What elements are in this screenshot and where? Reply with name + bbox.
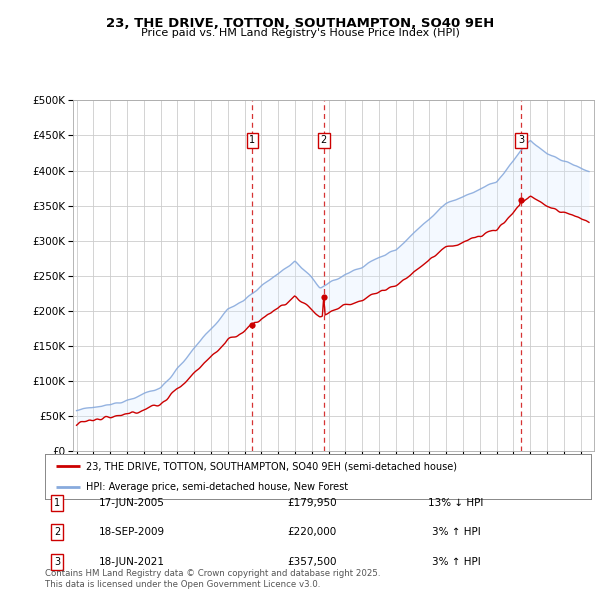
Text: HPI: Average price, semi-detached house, New Forest: HPI: Average price, semi-detached house,… (86, 481, 348, 491)
Text: 2: 2 (54, 527, 60, 537)
Text: 3: 3 (54, 557, 60, 566)
Text: £220,000: £220,000 (287, 527, 337, 537)
Text: Price paid vs. HM Land Registry's House Price Index (HPI): Price paid vs. HM Land Registry's House … (140, 28, 460, 38)
Text: 2: 2 (321, 135, 327, 145)
Text: £357,500: £357,500 (287, 557, 337, 566)
Text: 13% ↓ HPI: 13% ↓ HPI (428, 498, 484, 507)
Text: 3% ↑ HPI: 3% ↑ HPI (431, 527, 481, 537)
Text: 23, THE DRIVE, TOTTON, SOUTHAMPTON, SO40 9EH: 23, THE DRIVE, TOTTON, SOUTHAMPTON, SO40… (106, 17, 494, 30)
Text: 1: 1 (249, 135, 256, 145)
Text: 17-JUN-2005: 17-JUN-2005 (99, 498, 165, 507)
Text: 3: 3 (518, 135, 524, 145)
Text: 18-SEP-2009: 18-SEP-2009 (99, 527, 165, 537)
Text: 3% ↑ HPI: 3% ↑ HPI (431, 557, 481, 566)
Text: 18-JUN-2021: 18-JUN-2021 (99, 557, 165, 566)
Text: 23, THE DRIVE, TOTTON, SOUTHAMPTON, SO40 9EH (semi-detached house): 23, THE DRIVE, TOTTON, SOUTHAMPTON, SO40… (86, 461, 457, 471)
Text: £179,950: £179,950 (287, 498, 337, 507)
Text: Contains HM Land Registry data © Crown copyright and database right 2025.
This d: Contains HM Land Registry data © Crown c… (45, 569, 380, 589)
Text: 1: 1 (54, 498, 60, 507)
